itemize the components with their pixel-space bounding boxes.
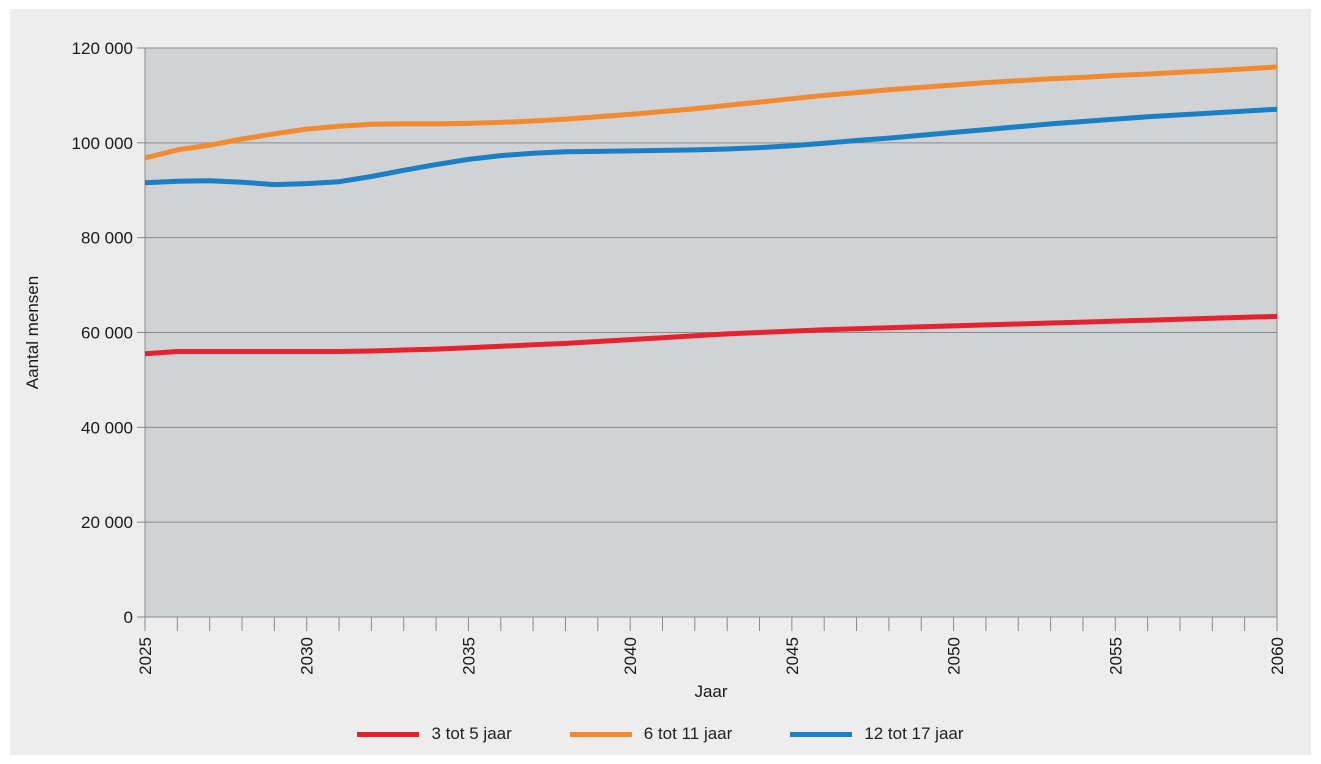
legend-item-6-tot-11-jaar: 6 tot 11 jaar <box>569 724 733 744</box>
grid-lines <box>145 47 1277 618</box>
legend-item-12-tot-17-jaar: 12 tot 17 jaar <box>790 724 964 744</box>
legend-swatch <box>790 731 853 737</box>
x-tick-label: 2060 <box>1268 637 1287 675</box>
axes: 0 20 000 40 000 60 000 80 000 100 000 120 000 2… <box>72 39 1287 675</box>
x-tick-label: 2035 <box>459 637 478 675</box>
y-tick-label: 80 000 <box>81 229 133 248</box>
legend-item-3-tot-5-jaar: 3 tot 5 jaar <box>357 724 512 744</box>
series-line-1 <box>144 313 1278 357</box>
y-tick-label: 120 000 <box>72 39 133 58</box>
y-tick-label: 60 000 <box>81 324 133 343</box>
legend-swatch <box>357 731 420 737</box>
legend-label: 3 tot 5 jaar <box>431 724 512 743</box>
y-tick-label: 20 000 <box>81 513 133 532</box>
legend-label: 12 tot 17 jaar <box>864 724 964 743</box>
x-tick-label: 2025 <box>136 637 155 675</box>
legend-swatch <box>569 731 632 737</box>
y-tick-label: 40 000 <box>81 418 133 437</box>
x-tick-label: 2055 <box>1106 637 1125 675</box>
x-tick-label: 2030 <box>298 637 317 675</box>
series-line-2 <box>144 64 1278 161</box>
y-axis-title: Aantal mensen <box>23 276 42 389</box>
legend-label: 6 tot 11 jaar <box>643 724 733 743</box>
legend: 3 tot 5 jaar 6 tot 11 jaar 12 tot 17 jaa… <box>0 714 1321 754</box>
x-tick-label: 2040 <box>621 637 640 675</box>
x-tick-label: 2045 <box>783 637 802 675</box>
y-tick-label: 100 000 <box>72 134 133 153</box>
y-tick-label: 0 <box>124 608 133 627</box>
series-lines <box>144 64 1278 357</box>
series-line-3 <box>144 106 1278 188</box>
x-axis-title: Jaar <box>694 682 727 701</box>
x-tick-label: 2050 <box>945 637 964 675</box>
